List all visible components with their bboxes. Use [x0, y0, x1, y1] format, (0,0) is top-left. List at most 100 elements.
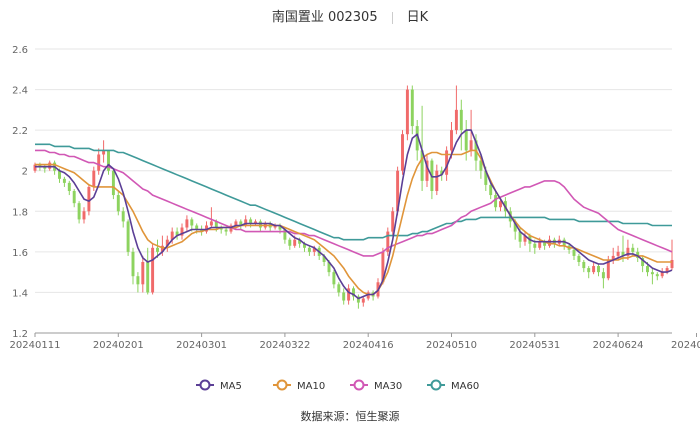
candle [410, 85, 414, 135]
candle-body [440, 170, 444, 175]
candle [67, 180, 71, 196]
candle [665, 266, 669, 275]
candle [107, 150, 110, 175]
candle-body [77, 203, 81, 220]
candle-body [626, 247, 630, 256]
candle-body [97, 154, 101, 171]
candle-body [92, 170, 96, 187]
candle [332, 270, 336, 289]
ma10-line [35, 149, 672, 296]
candle-body [165, 239, 169, 246]
moving-averages [35, 129, 673, 300]
x-tick-label: 20240712 [671, 340, 700, 351]
candle-body [494, 195, 498, 208]
candle-body [562, 239, 566, 246]
y-axis: 1.2 1.4 1.6 1.8 2 2.2 2.4 2.6 [12, 45, 28, 340]
candle-body [420, 150, 424, 181]
candle-body [185, 219, 189, 228]
candle-body [352, 288, 355, 297]
x-tick-label: 20240624 [593, 340, 644, 351]
x-tick-label: 20240301 [176, 340, 227, 351]
candle [469, 109, 473, 157]
legend-item-ma5[interactable]: MA5 [196, 379, 242, 393]
candle-body [337, 284, 341, 293]
candle [592, 262, 596, 275]
candle-body [636, 251, 640, 258]
candle [239, 219, 243, 230]
candle [229, 223, 233, 234]
candle [650, 268, 654, 285]
candle [356, 294, 360, 309]
candle-body [543, 241, 547, 246]
candle-body [577, 255, 581, 262]
candle [254, 219, 257, 226]
ma5-line [35, 129, 673, 300]
legend[interactable]: MA5 MA10 MA30 MA60 [196, 379, 479, 393]
legend-marker [353, 379, 365, 391]
candle [185, 215, 189, 232]
candle-body [381, 251, 385, 283]
candle-body [332, 272, 336, 285]
candle-body [214, 221, 218, 228]
candle [641, 255, 645, 273]
candle-body [48, 162, 52, 169]
legend-marker [430, 379, 442, 391]
candle [582, 259, 586, 273]
period-label: 日K [406, 10, 429, 25]
candle-body [606, 259, 610, 279]
candle-body [190, 219, 194, 226]
candle-body [670, 259, 674, 269]
candle-body [396, 170, 400, 212]
candle-body [273, 225, 277, 228]
candle-body [621, 251, 625, 256]
candle-body [479, 160, 483, 171]
candle [273, 223, 277, 230]
candle [43, 164, 47, 173]
candle-body [72, 191, 76, 204]
candle-body [303, 243, 306, 248]
candle-body [234, 221, 238, 226]
x-tick-label: 20240201 [93, 340, 144, 351]
x-tick-label: 20240510 [426, 340, 477, 351]
candle-body [146, 262, 150, 293]
candle-body [445, 150, 449, 175]
candle-body [601, 272, 605, 279]
legend-label: MA5 [220, 381, 242, 392]
candle [170, 227, 174, 244]
candle [391, 207, 395, 236]
legend-item-ma60[interactable]: MA60 [427, 379, 479, 393]
y-tick-label: 1.6 [12, 248, 28, 259]
candle [636, 247, 640, 262]
legend-label: MA30 [374, 381, 402, 392]
candle [77, 201, 81, 224]
candle-body [322, 255, 326, 262]
x-tick-label: 20240531 [509, 340, 560, 351]
y-tick-label: 2.2 [12, 126, 28, 137]
candle-body [126, 221, 130, 252]
candle-body [660, 272, 664, 277]
candle [445, 146, 449, 181]
candle [494, 191, 498, 212]
legend-item-ma30[interactable]: MA30 [350, 379, 402, 393]
candle-body [641, 257, 645, 267]
candle [116, 191, 120, 216]
candle-body [278, 225, 282, 230]
candle-body [484, 170, 488, 185]
candle-body [205, 225, 208, 232]
candle-body [454, 109, 458, 131]
candle-body [67, 182, 71, 191]
candle-body [312, 247, 316, 252]
candle-body [175, 231, 179, 236]
legend-item-ma10[interactable]: MA10 [273, 379, 325, 393]
candle [401, 130, 404, 175]
candle-body [425, 160, 429, 181]
candle-body [131, 251, 135, 277]
candle-body [111, 170, 115, 196]
data-source: 数据来源：恒生聚源 [0, 408, 700, 424]
candle-body [533, 243, 537, 248]
candle-body [665, 268, 669, 273]
candle [209, 207, 213, 228]
candle-body [116, 195, 120, 212]
x-tick-label: 20240322 [259, 340, 310, 351]
candle [454, 85, 458, 135]
